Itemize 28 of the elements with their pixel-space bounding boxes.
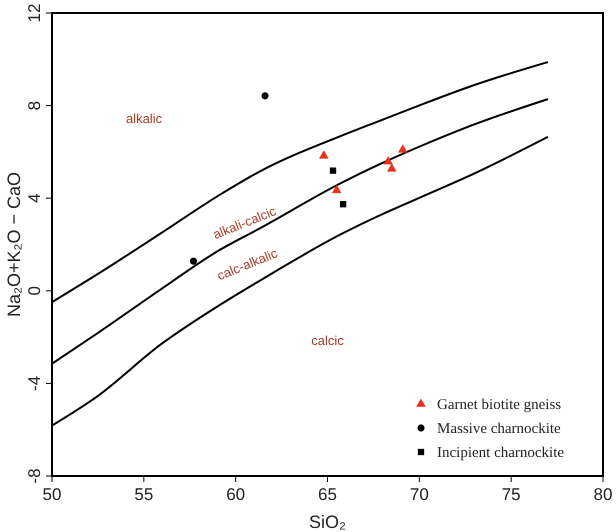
legend-label: Incipient charnockite [437,445,564,461]
y-axis-title: Na₂O+K₂O − CaO [4,172,24,318]
x-tick-label: 75 [502,485,521,504]
y-tick-label: 4 [25,193,44,203]
x-tick-label: 55 [134,485,154,504]
y-tick-label: -8 [25,468,44,484]
y-tick-label: 8 [25,100,44,110]
y-tick-label: 12 [25,4,44,22]
point [332,184,342,194]
y-tick-label: 0 [25,286,44,296]
point [386,163,397,172]
annotation: calcic [311,333,344,348]
point [190,258,197,265]
point [330,167,336,174]
annotation: alkalic [126,110,163,126]
point [319,150,329,159]
point [340,201,346,208]
x-tick-label: 50 [42,485,62,504]
x-tick-label: 70 [410,485,429,504]
y-tick-label: -4 [25,376,44,391]
legend-label: Garnet biotite gneiss [437,397,562,413]
point [383,156,393,164]
x-tick-label: 65 [318,485,337,504]
legend-label: Massive charnockite [437,421,562,437]
x-tick-label: 60 [226,485,246,504]
x-axis-title: SiO₂ [309,512,346,532]
x-tick-label: 80 [594,485,612,504]
point [398,144,408,153]
